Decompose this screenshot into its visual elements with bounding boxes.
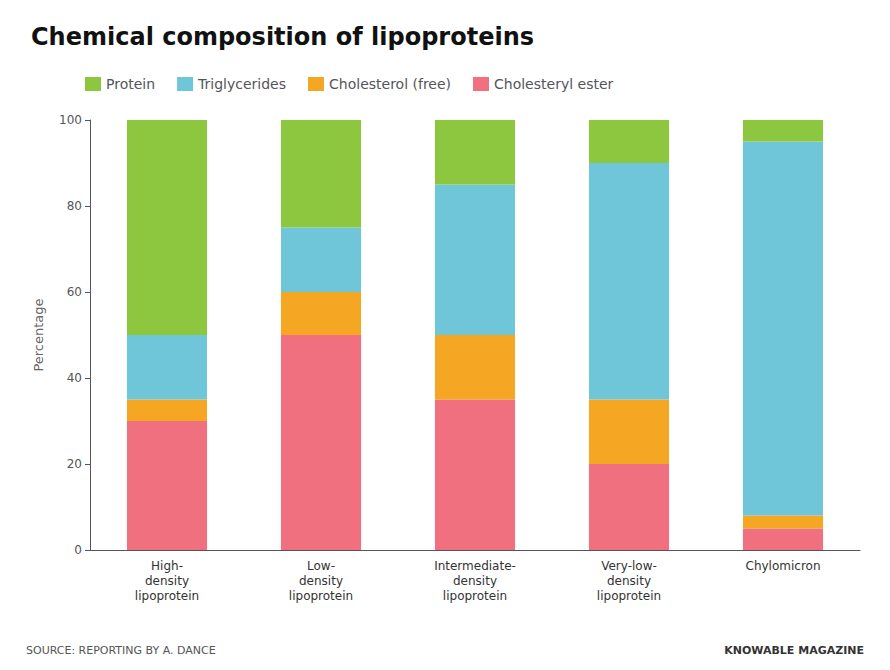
svg-text:density: density bbox=[299, 574, 343, 588]
svg-text:density: density bbox=[453, 574, 497, 588]
svg-text:SOURCE: REPORTING BY A. DANCE: SOURCE: REPORTING BY A. DANCE bbox=[26, 644, 216, 657]
svg-text:Chylomicron: Chylomicron bbox=[746, 559, 821, 573]
svg-text:Very-low-: Very-low- bbox=[601, 559, 657, 573]
svg-text:Cholesteryl ester: Cholesteryl ester bbox=[494, 76, 614, 92]
svg-text:Intermediate-: Intermediate- bbox=[434, 559, 516, 573]
svg-text:lipoprotein: lipoprotein bbox=[135, 589, 199, 603]
svg-text:40: 40 bbox=[67, 371, 82, 385]
svg-text:60: 60 bbox=[67, 285, 82, 299]
svg-text:0: 0 bbox=[74, 543, 82, 557]
svg-text:Protein: Protein bbox=[106, 76, 155, 92]
svg-text:High-: High- bbox=[151, 559, 183, 573]
svg-text:80: 80 bbox=[67, 199, 82, 213]
svg-text:Chemical composition of lipopr: Chemical composition of lipoproteins bbox=[31, 23, 534, 51]
svg-text:KNOWABLE MAGAZINE: KNOWABLE MAGAZINE bbox=[724, 644, 864, 657]
svg-text:density: density bbox=[145, 574, 189, 588]
svg-text:20: 20 bbox=[67, 457, 82, 471]
svg-text:Triglycerides: Triglycerides bbox=[197, 76, 286, 92]
svg-text:lipoprotein: lipoprotein bbox=[597, 589, 661, 603]
svg-text:Cholesterol (free): Cholesterol (free) bbox=[329, 76, 451, 92]
svg-text:lipoprotein: lipoprotein bbox=[443, 589, 507, 603]
svg-text:Percentage: Percentage bbox=[31, 298, 46, 371]
svg-text:Low-: Low- bbox=[307, 559, 335, 573]
svg-text:density: density bbox=[607, 574, 651, 588]
svg-text:lipoprotein: lipoprotein bbox=[289, 589, 353, 603]
svg-text:100: 100 bbox=[59, 113, 82, 127]
